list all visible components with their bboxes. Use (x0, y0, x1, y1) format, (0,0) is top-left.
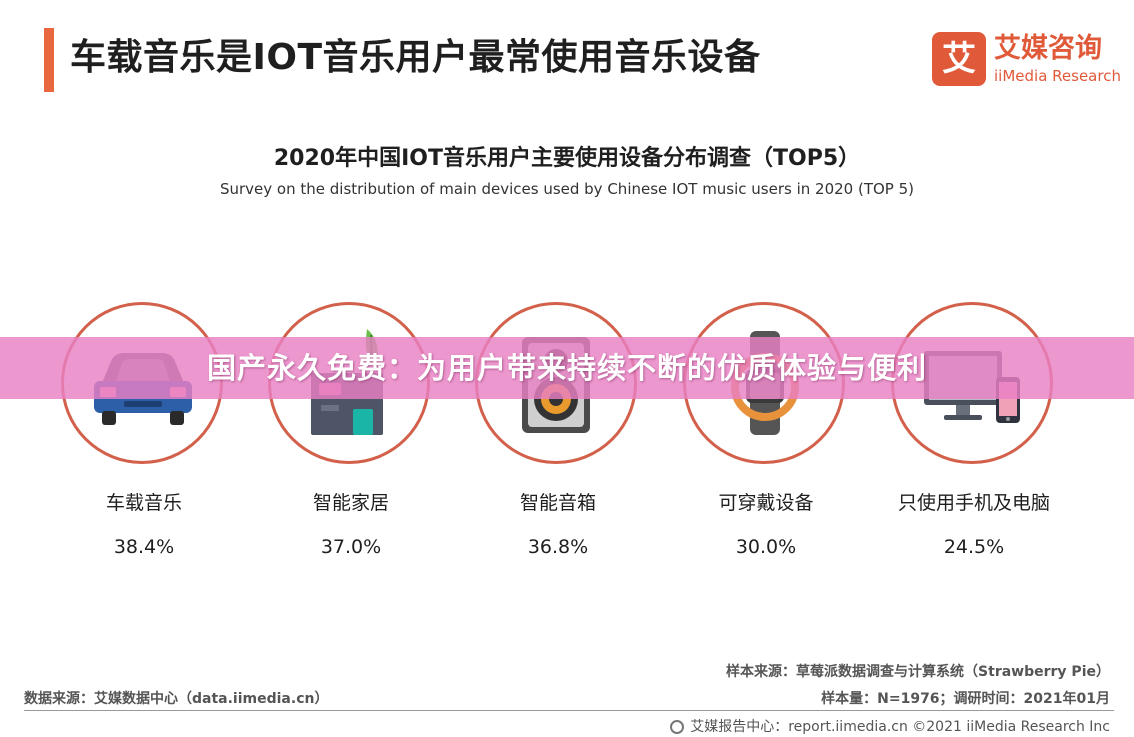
page-title: 车载音乐是IOT音乐用户最常使用音乐设备 (70, 37, 761, 78)
promo-banner-text: 国产永久免费：为用户带来持续不断的优质体验与便利 (206, 351, 927, 385)
device-value: 36.8% (527, 536, 589, 558)
footer-credit: 艾媒报告中心：report.iimedia.cn ©2021 iiMedia R… (670, 716, 1110, 736)
brand-logo: 艾 艾媒咨询 iiMedia Research (932, 32, 1121, 88)
logo-mark-icon: 艾 (932, 32, 986, 86)
globe-icon (670, 720, 685, 734)
sample-info-note: 样本量：N=1976；调研时间：2021年01月 (821, 691, 1110, 707)
device-value: 30.0% (735, 536, 797, 558)
device-value: 37.0% (320, 536, 382, 558)
logo-english-name: iiMedia Research (994, 67, 1121, 85)
device-label: 只使用手机及电脑 (897, 492, 1050, 514)
logo-chinese-name: 艾媒咨询 (994, 33, 1102, 64)
device-label: 可穿戴设备 (718, 492, 814, 514)
footer-credit-text: 艾媒报告中心：report.iimedia.cn ©2021 iiMedia R… (690, 719, 1110, 735)
sample-source-note: 样本来源：草莓派数据调查与计算系统（Strawberry Pie） (726, 664, 1110, 680)
data-source-note: 数据来源：艾媒数据中心（data.iimedia.cn） (24, 691, 329, 707)
device-value: 38.4% (113, 536, 175, 558)
chart-subtitle: Survey on the distribution of main devic… (219, 180, 915, 198)
title-accent-bar (44, 28, 54, 92)
device-label: 智能音箱 (519, 492, 596, 514)
promo-banner: 国产永久免费：为用户带来持续不断的优质体验与便利 (0, 337, 1134, 399)
device-value: 24.5% (943, 536, 1005, 558)
device-label: 车载音乐 (105, 492, 182, 514)
chart-title: 2020年中国IOT音乐用户主要使用设备分布调查（TOP5） (273, 146, 861, 171)
footer-divider (24, 710, 1114, 711)
device-label: 智能家居 (312, 492, 389, 514)
